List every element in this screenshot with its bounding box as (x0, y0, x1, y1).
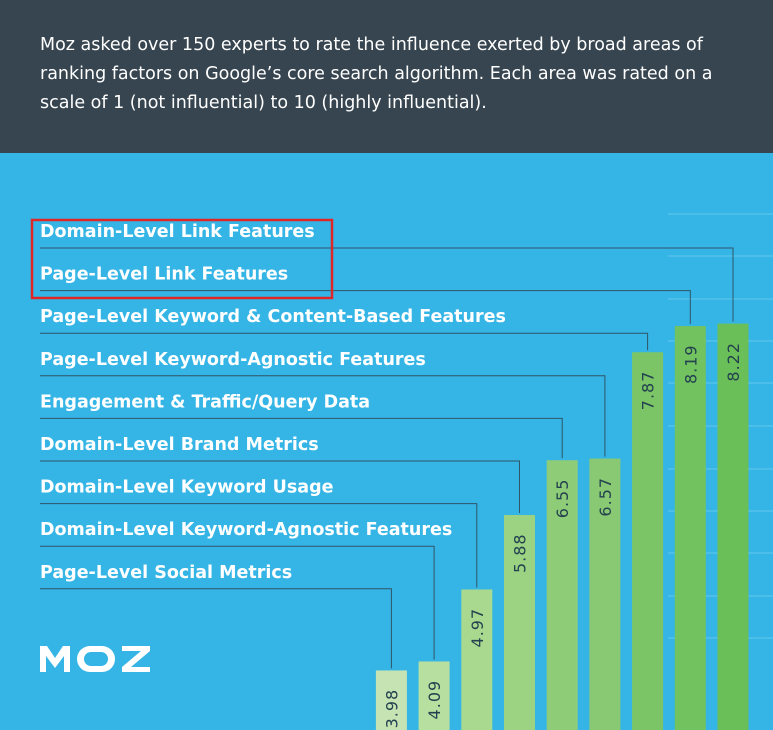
category-label: Page-Level Keyword-Agnostic Features (40, 350, 426, 370)
connector-line (40, 503, 478, 588)
intro-text: Moz asked over 150 experts to rate the i… (40, 35, 713, 113)
category-label: Page-Level Keyword & Content-Based Featu… (40, 307, 506, 327)
moz-logo-text: MOZ (40, 665, 43, 667)
connector-line (40, 417, 563, 459)
connector-line (40, 290, 691, 325)
bar (546, 460, 578, 730)
bar (717, 323, 749, 730)
moz-logo: MOZ (40, 646, 150, 672)
category-labels: Domain-Level Link Features Page-Level Lin… (40, 222, 506, 583)
bar (674, 326, 706, 730)
label-connectors (40, 247, 734, 669)
header-banner: Moz asked over 150 experts to rate the i… (0, 0, 773, 153)
connector-line (40, 375, 606, 457)
value-label: 6.57 (596, 477, 615, 517)
value-label: 3.98 (382, 689, 401, 729)
value-label: 5.88 (511, 533, 530, 573)
connector-line (40, 545, 435, 660)
bar (418, 661, 450, 730)
value-label: 4.09 (425, 680, 444, 720)
category-label: Page-Level Social Metrics (40, 563, 292, 583)
bar (375, 670, 407, 730)
bar (632, 352, 664, 730)
category-label: Domain-Level Keyword Usage (40, 478, 334, 498)
value-labels: 8.22 8.19 7.87 6.57 6.55 5.88 4.97 4.09 3.98 (382, 342, 743, 728)
ranking-factors-chart: Domain-Level Link Features Page-Level Lin… (30, 213, 773, 730)
category-label: Domain-Level Brand Metrics (40, 435, 319, 455)
bar (504, 515, 535, 730)
category-label: Domain-Level Link Features (40, 222, 315, 242)
value-label: 7.87 (639, 371, 658, 411)
bar (589, 458, 621, 730)
highlight-box (30, 218, 334, 300)
value-label: 8.19 (681, 344, 700, 384)
category-label: Domain-Level Keyword-Agnostic Features (40, 520, 452, 540)
value-label: 8.22 (724, 342, 743, 382)
connector-line (40, 247, 734, 322)
category-label: Engagement & Traffic/Query Data (40, 392, 370, 412)
value-label: 6.55 (553, 479, 572, 519)
connector-line (40, 332, 649, 351)
bars (375, 323, 749, 730)
connector-line (40, 460, 520, 514)
bar (461, 589, 493, 730)
category-label: Page-Level Link Features (40, 265, 288, 285)
connector-line (40, 588, 392, 669)
value-label: 4.97 (468, 608, 487, 648)
